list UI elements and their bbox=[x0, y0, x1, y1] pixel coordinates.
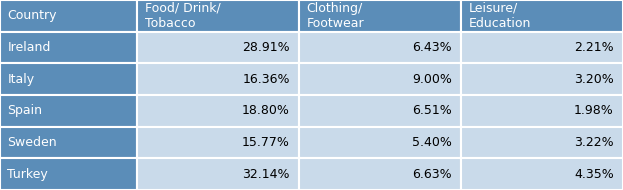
FancyBboxPatch shape bbox=[299, 127, 461, 158]
FancyBboxPatch shape bbox=[299, 32, 461, 63]
Text: 6.51%: 6.51% bbox=[412, 104, 452, 117]
Text: 1.98%: 1.98% bbox=[574, 104, 614, 117]
FancyBboxPatch shape bbox=[0, 158, 137, 190]
Text: 4.35%: 4.35% bbox=[574, 168, 614, 181]
Text: Spain: Spain bbox=[7, 104, 42, 117]
Text: 15.77%: 15.77% bbox=[242, 136, 290, 149]
FancyBboxPatch shape bbox=[137, 127, 299, 158]
FancyBboxPatch shape bbox=[461, 32, 623, 63]
FancyBboxPatch shape bbox=[137, 158, 299, 190]
Text: 9.00%: 9.00% bbox=[412, 73, 452, 86]
Text: Leisure/
Education: Leisure/ Education bbox=[468, 2, 531, 30]
Text: Sweden: Sweden bbox=[7, 136, 57, 149]
Text: 28.91%: 28.91% bbox=[242, 41, 290, 54]
FancyBboxPatch shape bbox=[461, 95, 623, 127]
Text: 2.21%: 2.21% bbox=[574, 41, 614, 54]
FancyBboxPatch shape bbox=[137, 0, 299, 32]
Text: 32.14%: 32.14% bbox=[242, 168, 290, 181]
Text: Clothing/
Footwear: Clothing/ Footwear bbox=[307, 2, 364, 30]
FancyBboxPatch shape bbox=[461, 63, 623, 95]
FancyBboxPatch shape bbox=[0, 32, 137, 63]
Text: Food/ Drink/
Tobacco: Food/ Drink/ Tobacco bbox=[145, 2, 221, 30]
FancyBboxPatch shape bbox=[137, 95, 299, 127]
Text: Italy: Italy bbox=[7, 73, 35, 86]
FancyBboxPatch shape bbox=[299, 158, 461, 190]
Text: Ireland: Ireland bbox=[7, 41, 51, 54]
FancyBboxPatch shape bbox=[0, 127, 137, 158]
FancyBboxPatch shape bbox=[0, 95, 137, 127]
FancyBboxPatch shape bbox=[299, 63, 461, 95]
Text: Turkey: Turkey bbox=[7, 168, 48, 181]
Text: 16.36%: 16.36% bbox=[242, 73, 290, 86]
FancyBboxPatch shape bbox=[461, 127, 623, 158]
FancyBboxPatch shape bbox=[299, 0, 461, 32]
Text: 18.80%: 18.80% bbox=[242, 104, 290, 117]
FancyBboxPatch shape bbox=[461, 158, 623, 190]
FancyBboxPatch shape bbox=[137, 63, 299, 95]
Text: 3.20%: 3.20% bbox=[574, 73, 614, 86]
FancyBboxPatch shape bbox=[0, 0, 137, 32]
FancyBboxPatch shape bbox=[299, 95, 461, 127]
FancyBboxPatch shape bbox=[461, 0, 623, 32]
Text: 6.43%: 6.43% bbox=[412, 41, 452, 54]
Text: 3.22%: 3.22% bbox=[574, 136, 614, 149]
FancyBboxPatch shape bbox=[137, 32, 299, 63]
Text: Country: Country bbox=[7, 9, 57, 22]
Text: 6.63%: 6.63% bbox=[412, 168, 452, 181]
Text: 5.40%: 5.40% bbox=[412, 136, 452, 149]
FancyBboxPatch shape bbox=[0, 63, 137, 95]
